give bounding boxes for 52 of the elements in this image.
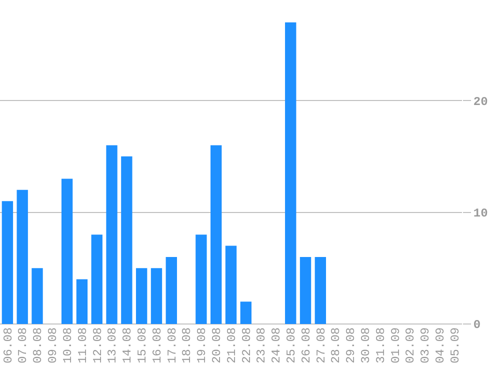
x-tick-label: 03.09 [418, 327, 433, 364]
bar [300, 256, 312, 324]
bar [91, 234, 102, 324]
bar [76, 279, 88, 324]
x-tick-label: 15.08 [135, 327, 150, 364]
x-tick-label: 28.08 [329, 327, 344, 364]
bar [210, 145, 222, 324]
bar [225, 246, 237, 324]
x-tick-label: 19.08 [195, 327, 210, 364]
x-tick-label: 25.08 [284, 327, 299, 364]
bar [106, 145, 118, 324]
x-tick-label: 06.08 [1, 327, 16, 364]
bar [136, 268, 148, 324]
bar [2, 201, 14, 324]
x-tick-label: 27.08 [314, 327, 328, 364]
x-tick-label: 30.08 [359, 327, 374, 364]
bar [121, 156, 132, 324]
x-tick-label: 24.08 [270, 327, 284, 364]
bar [196, 234, 207, 324]
bar [166, 256, 177, 324]
x-tick-label: 05.09 [448, 327, 462, 364]
y-tick-label: 20 [473, 94, 488, 109]
bar [285, 22, 296, 324]
x-tick-label: 09.08 [46, 327, 60, 364]
x-tick-label: 22.08 [240, 327, 254, 364]
x-tick-label: 26.08 [299, 327, 314, 364]
x-tick-label: 21.08 [224, 327, 239, 364]
x-tick-label: 14.08 [120, 327, 135, 364]
x-tick-label: 16.08 [150, 327, 164, 364]
x-tick-label: 18.08 [180, 327, 194, 364]
bar [32, 268, 43, 324]
bar [150, 268, 162, 324]
y-tick-label: 10 [473, 206, 488, 220]
x-tick-label: 07.08 [16, 327, 30, 364]
bar [61, 178, 73, 324]
x-tick-label: 12.08 [90, 327, 105, 364]
x-tick-label: 20.08 [210, 327, 224, 364]
y-tick-label: 0 [473, 318, 481, 332]
x-tick-label: 29.08 [344, 327, 358, 364]
x-tick-label: 13.08 [106, 327, 120, 364]
bar [16, 190, 28, 324]
x-tick-label: 04.09 [434, 327, 448, 364]
x-tick-label: 17.08 [165, 327, 180, 364]
x-tick-label: 08.08 [31, 327, 46, 364]
x-tick-label: 02.09 [404, 327, 418, 364]
x-tick-label: 10.08 [60, 327, 75, 364]
bar [314, 256, 326, 324]
x-tick-label: 31.08 [374, 327, 388, 364]
x-tick-label: 01.09 [388, 327, 403, 364]
bar [240, 302, 252, 324]
x-tick-label: 23.08 [254, 327, 269, 364]
x-tick-label: 11.08 [76, 327, 90, 364]
